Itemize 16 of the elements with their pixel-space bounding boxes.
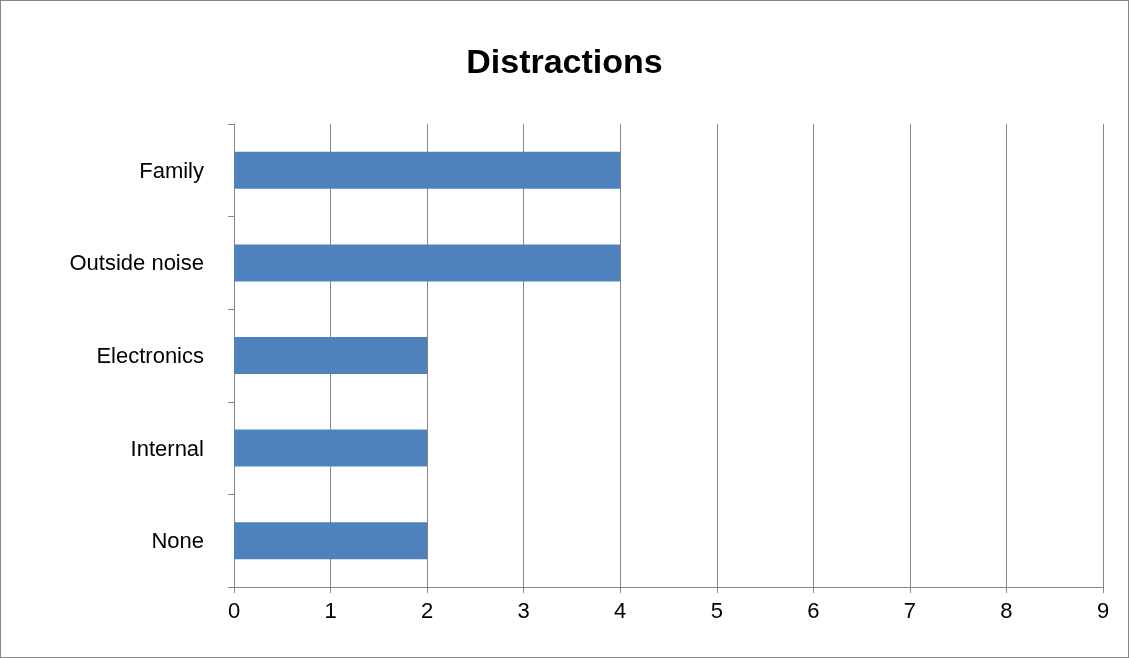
y-tick-label: None (151, 528, 204, 554)
x-tick-label: 8 (1000, 597, 1013, 623)
chart-title: Distractions (466, 42, 663, 80)
x-tick-label: 4 (614, 597, 627, 623)
x-tick-label: 0 (227, 597, 241, 623)
x-tick-label: 3 (517, 597, 530, 623)
x-tick-label: 2 (420, 597, 434, 623)
x-tick-label: 5 (710, 597, 723, 623)
y-tick-label: Family (139, 157, 204, 183)
x-tick-label: 9 (1096, 597, 1110, 623)
y-tick-label: Outside noise (69, 250, 204, 276)
x-tick-label: 7 (903, 597, 917, 623)
y-tick-label: Electronics (96, 343, 204, 368)
x-tick-label: 6 (807, 597, 820, 623)
x-tick-label: 1 (324, 597, 337, 623)
y-tick-label: Internal (130, 435, 204, 461)
